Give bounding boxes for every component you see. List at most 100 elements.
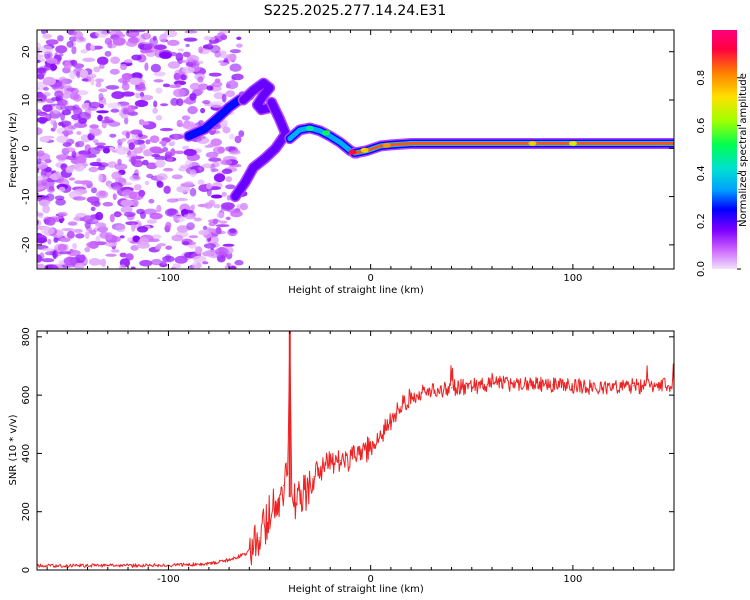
noise-blob [95, 142, 106, 146]
noise-blob [56, 135, 70, 143]
noise-blob [45, 39, 59, 45]
noise-blob [183, 148, 197, 157]
noise-blob [75, 36, 87, 43]
spectrogram-y-label: Frequency (Hz) [8, 112, 19, 188]
noise-blob [165, 221, 172, 229]
noise-blob [198, 83, 209, 90]
noise-blob [216, 212, 225, 219]
noise-blob [132, 199, 139, 207]
noise-blob [111, 236, 121, 243]
snr-x-tick-label: 100 [563, 574, 582, 585]
noise-blob [82, 57, 96, 62]
noise-blob [155, 159, 166, 168]
noise-blob [65, 166, 74, 174]
noise-blob [141, 32, 152, 40]
noise-blob [144, 208, 157, 215]
noise-blob [152, 35, 157, 41]
noise-blob [239, 202, 248, 211]
noise-blob [52, 250, 57, 260]
noise-blob [167, 61, 180, 69]
snr-point [66, 565, 68, 567]
noise-blob [162, 83, 171, 88]
noise-blob [156, 204, 162, 213]
noise-blob [59, 237, 71, 243]
snr-point [228, 559, 230, 561]
noise-blob [108, 40, 113, 49]
noise-blob [129, 175, 141, 181]
snr-x-tick-label: 0 [367, 574, 373, 585]
noise-blob [188, 57, 194, 63]
noise-blob [125, 221, 139, 226]
noise-blob [180, 74, 187, 81]
noise-blob [136, 208, 146, 215]
noise-blob [111, 91, 125, 100]
snr-point [291, 493, 293, 495]
noise-blob [182, 121, 196, 130]
noise-blob [120, 63, 127, 71]
noise-blob [175, 83, 182, 88]
noise-blob [176, 225, 189, 233]
noise-blob [84, 247, 91, 253]
snr-series [37, 331, 674, 568]
noise-blob [152, 107, 158, 114]
noise-blob [195, 246, 203, 255]
snr-point [188, 564, 190, 566]
noise-blob [98, 93, 104, 101]
noise-blob [123, 59, 133, 64]
noise-blob [73, 63, 85, 69]
noise-blob [95, 81, 102, 88]
noise-blob [161, 260, 167, 265]
noise-blob [98, 259, 106, 266]
noise-blob [185, 43, 190, 48]
snr-point [430, 390, 432, 392]
noise-blob [66, 87, 76, 92]
noise-blob [38, 199, 50, 207]
noise-blob [69, 248, 74, 253]
noise-blob [163, 30, 178, 38]
noise-blob [69, 70, 76, 80]
noise-blob [134, 99, 149, 108]
noise-blob [28, 227, 34, 236]
noise-blob [139, 143, 146, 150]
noise-blob [143, 149, 153, 157]
colorbar-gradient [712, 30, 737, 269]
noise-blob [128, 157, 142, 164]
noise-blob [130, 129, 143, 135]
noise-blob [74, 141, 80, 148]
noise-blob [223, 57, 228, 63]
noise-blob [186, 222, 195, 231]
noise-blob [85, 42, 92, 51]
noise-blob [214, 247, 229, 256]
noise-blob [155, 115, 163, 121]
noise-blob [95, 222, 106, 228]
noise-blob [159, 33, 168, 43]
noise-blob [37, 158, 42, 165]
noise-blob [172, 263, 182, 269]
noise-blob [159, 51, 172, 59]
noise-blob [182, 51, 191, 58]
noise-blob [37, 219, 42, 228]
noise-blob [114, 213, 123, 216]
noise-blob [225, 184, 236, 190]
noise-blob [210, 194, 223, 199]
noise-blob [210, 138, 222, 147]
noise-blob [115, 146, 129, 155]
colorbar: 0.0 0.2 0.4 0.6 0.8 Normalized spectral ampl… [696, 30, 749, 277]
noise-blob [145, 139, 151, 145]
noise-blob [228, 151, 241, 155]
noise-blob [55, 198, 66, 206]
noise-blob [51, 96, 61, 102]
noise-blob [164, 154, 172, 160]
spectrogram-y-tick-label: 20 [21, 45, 32, 58]
noise-blob [93, 139, 99, 144]
noise-blob [189, 93, 197, 101]
noise-blob [73, 163, 85, 172]
snr-point [511, 382, 513, 385]
snr-point [370, 447, 372, 449]
noise-blob [80, 49, 88, 54]
snr-point [410, 396, 412, 398]
trace-upper-arc [241, 81, 274, 112]
noise-blob [215, 224, 230, 228]
noise-blob [71, 150, 77, 158]
